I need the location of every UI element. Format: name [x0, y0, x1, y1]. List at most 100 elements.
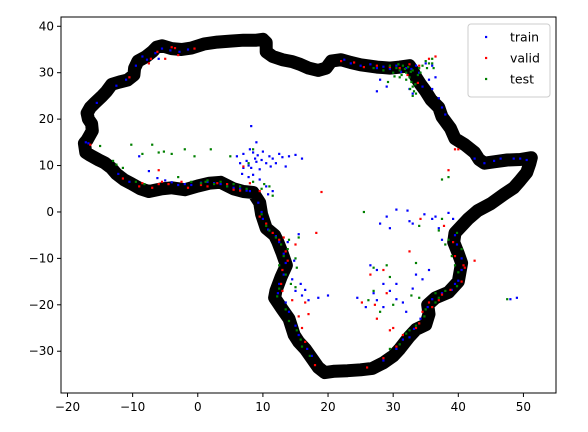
- point-valid: [449, 288, 452, 291]
- point-train: [287, 155, 291, 158]
- point-train: [382, 65, 385, 68]
- point-train: [431, 64, 434, 67]
- point-train: [138, 155, 141, 158]
- point-test: [268, 229, 271, 232]
- point-train: [431, 298, 434, 301]
- x-tick-label: −10: [120, 400, 145, 414]
- point-train: [356, 296, 359, 299]
- point-train: [206, 180, 209, 183]
- x-tick-label: 50: [516, 400, 531, 414]
- point-valid: [180, 180, 183, 183]
- point-train: [423, 213, 426, 216]
- point-valid: [164, 57, 167, 60]
- point-test: [401, 64, 404, 67]
- point-valid: [408, 250, 411, 253]
- point-train: [169, 49, 172, 52]
- point-train: [164, 179, 167, 182]
- y-tick-label: −20: [29, 298, 54, 312]
- point-valid: [447, 169, 450, 172]
- point-test: [460, 248, 463, 251]
- point-test: [388, 347, 391, 350]
- x-tick-label: 0: [194, 400, 202, 414]
- point-test: [398, 76, 401, 79]
- point-train: [411, 92, 414, 95]
- point-train: [267, 193, 270, 196]
- point-train: [310, 354, 313, 357]
- y-axis: −30 −20 −10 0 10 20 30 40: [29, 19, 61, 358]
- point-valid: [353, 61, 356, 64]
- point-train: [509, 298, 512, 301]
- point-valid: [388, 329, 391, 332]
- point-train: [219, 183, 222, 186]
- point-test: [372, 67, 375, 70]
- point-test: [204, 180, 207, 183]
- point-train: [248, 190, 251, 193]
- point-test: [447, 176, 450, 179]
- point-train: [282, 273, 285, 276]
- y-tick-label: −10: [29, 251, 54, 265]
- point-test: [294, 257, 297, 260]
- point-train: [268, 155, 271, 158]
- point-valid: [300, 326, 304, 330]
- point-valid: [460, 280, 463, 283]
- point-train: [242, 166, 245, 169]
- point-valid: [282, 236, 285, 239]
- x-tick-label: −20: [55, 400, 80, 414]
- point-test: [393, 75, 396, 78]
- point-test: [409, 70, 412, 73]
- point-train: [282, 252, 285, 255]
- point-test: [199, 182, 203, 185]
- point-train: [255, 141, 258, 144]
- point-valid: [395, 345, 398, 348]
- point-train: [512, 157, 515, 160]
- point-train: [245, 189, 248, 192]
- point-test: [278, 264, 281, 267]
- point-test: [229, 155, 232, 158]
- legend: train valid test: [467, 23, 551, 98]
- point-train: [343, 58, 346, 61]
- point-test: [414, 92, 418, 95]
- y-tick-label: −30: [29, 344, 54, 358]
- point-valid: [280, 282, 283, 285]
- point-train: [307, 299, 310, 302]
- point-train: [431, 87, 434, 91]
- point-valid: [434, 55, 437, 58]
- point-valid: [151, 186, 154, 189]
- point-train: [411, 287, 414, 290]
- point-test: [260, 187, 263, 190]
- point-valid: [369, 273, 372, 276]
- point-valid: [239, 189, 242, 192]
- point-train: [183, 183, 186, 186]
- point-valid: [141, 182, 144, 185]
- point-train: [515, 296, 518, 299]
- point-train: [440, 292, 444, 295]
- point-train: [278, 152, 281, 155]
- point-valid: [382, 357, 385, 360]
- point-valid: [453, 148, 457, 151]
- point-train: [160, 47, 164, 50]
- point-valid: [320, 190, 323, 194]
- point-train: [427, 268, 431, 272]
- y-tick-label: 40: [39, 19, 54, 33]
- point-test: [282, 255, 285, 258]
- point-test: [440, 178, 444, 181]
- point-train: [375, 268, 378, 272]
- point-test: [297, 236, 300, 239]
- point-train: [276, 292, 279, 295]
- plot-frame: [60, 16, 557, 394]
- point-test: [143, 183, 146, 186]
- legend-marker-valid: [485, 56, 488, 60]
- point-test: [397, 63, 400, 66]
- point-test: [213, 183, 216, 186]
- point-test: [405, 332, 408, 335]
- point-train: [271, 190, 274, 193]
- point-train: [300, 157, 304, 160]
- point-valid: [431, 306, 434, 309]
- point-train: [372, 292, 375, 295]
- point-test: [232, 183, 235, 186]
- point-test: [379, 310, 382, 313]
- legend-label-test: test: [510, 72, 534, 87]
- point-test: [453, 264, 457, 267]
- point-train: [300, 294, 304, 297]
